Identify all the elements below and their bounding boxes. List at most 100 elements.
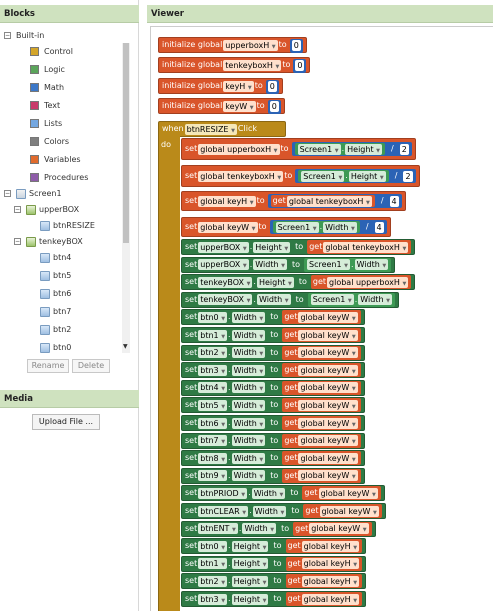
- variable-dropdown[interactable]: global tenkeyboxH ▼: [323, 241, 409, 253]
- property-dropdown[interactable]: Width ▼: [231, 435, 266, 447]
- component-dropdown[interactable]: btnENT ▼: [198, 523, 238, 535]
- variable-name-field[interactable]: keyH ▼: [223, 80, 254, 92]
- component-getter-block[interactable]: Screen1 ▼. Width ▼: [307, 292, 395, 307]
- component-dropdown[interactable]: btn3 ▼: [198, 593, 228, 605]
- collapse-toggle-icon[interactable]: −: [14, 238, 21, 245]
- set-component-property-block[interactable]: set tenkeyBOX ▼. Height ▼ to get global upper…: [181, 274, 416, 291]
- initialize-global-block[interactable]: initialize global upperboxH ▼ to 0: [158, 37, 307, 53]
- set-component-property-block[interactable]: set btn9 ▼. Width ▼ to get global keyW ▼: [181, 467, 365, 484]
- component-dropdown[interactable]: btn4 ▼: [198, 382, 228, 394]
- tree-item-math[interactable]: Math: [30, 81, 64, 95]
- get-variable-block[interactable]: get global keyW ▼: [282, 363, 361, 378]
- variable-dropdown[interactable]: global keyW ▼: [298, 329, 358, 341]
- property-dropdown[interactable]: Height ▼: [231, 558, 269, 570]
- tree-item-btn4[interactable]: btn4: [40, 251, 71, 265]
- get-variable-block[interactable]: get global keyW ▼: [293, 521, 372, 536]
- variable-name-field[interactable]: keyW ▼: [223, 100, 256, 112]
- variable-dropdown[interactable]: global keyH ▼: [301, 593, 360, 605]
- get-variable-block[interactable]: get global keyH ▼: [285, 539, 363, 554]
- property-dropdown[interactable]: Height ▼: [231, 575, 269, 587]
- set-global-block[interactable]: set global keyH ▼ to get global tenkeyboxH ▼…: [181, 191, 406, 211]
- component-dropdown[interactable]: btn5 ▼: [198, 399, 228, 411]
- property-dropdown[interactable]: Width ▼: [253, 259, 287, 271]
- component-getter-block[interactable]: Screen1 ▼. Height ▼: [298, 170, 389, 182]
- number-value[interactable]: 4: [374, 221, 384, 233]
- collapse-toggle-icon[interactable]: −: [14, 206, 21, 213]
- variable-dropdown[interactable]: global tenkeyboxH ▼: [286, 195, 372, 207]
- number-value[interactable]: 0: [267, 80, 277, 92]
- get-variable-block[interactable]: get global keyW ▼: [282, 468, 361, 483]
- get-variable-block[interactable]: get global keyH ▼: [285, 556, 363, 571]
- set-component-property-block[interactable]: set btnPRIOD ▼. Width ▼ to get global keyW ▼: [181, 485, 385, 502]
- math-divide-block[interactable]: Screen1 ▼. Height ▼ / 2: [295, 169, 416, 183]
- variable-dropdown[interactable]: global keyH ▼: [301, 558, 360, 570]
- variable-dropdown[interactable]: global keyH ▼: [301, 540, 360, 552]
- set-component-property-block[interactable]: set btn2 ▼. Height ▼ to get global keyH ▼: [181, 573, 367, 590]
- component-dropdown[interactable]: Screen1 ▼: [307, 259, 351, 271]
- property-dropdown[interactable]: Height ▼: [231, 540, 269, 552]
- get-variable-block[interactable]: get global keyW ▼: [282, 398, 361, 413]
- property-dropdown[interactable]: Height ▼: [256, 276, 294, 288]
- tree-item-btn7[interactable]: btn7: [40, 305, 71, 319]
- property-dropdown[interactable]: Width ▼: [323, 221, 357, 233]
- property-dropdown[interactable]: Width ▼: [251, 487, 286, 499]
- set-component-property-block[interactable]: set btn3 ▼. Width ▼ to get global keyW ▼: [181, 362, 365, 379]
- component-dropdown[interactable]: btn2 ▼: [198, 575, 228, 587]
- property-dropdown[interactable]: Width ▼: [231, 347, 266, 359]
- number-value[interactable]: 0: [295, 59, 305, 71]
- tree-item-logic[interactable]: Logic: [30, 63, 65, 77]
- variable-dropdown[interactable]: global keyH ▼: [198, 195, 256, 207]
- variable-dropdown[interactable]: global keyW ▼: [298, 382, 358, 394]
- component-dropdown[interactable]: btn6 ▼: [198, 417, 228, 429]
- component-dropdown[interactable]: btn9 ▼: [198, 470, 228, 482]
- property-dropdown[interactable]: Width ▼: [242, 523, 277, 535]
- component-dropdown[interactable]: btn1 ▼: [198, 558, 228, 570]
- variable-dropdown[interactable]: global keyW ▼: [298, 311, 358, 323]
- number-value[interactable]: 2: [399, 143, 409, 155]
- get-variable-block[interactable]: get global keyW ▼: [282, 328, 361, 342]
- component-dropdown[interactable]: tenkeyBOX ▼: [198, 276, 253, 288]
- set-global-block[interactable]: set global keyW ▼ to Screen1 ▼. Width ▼/4: [181, 217, 391, 237]
- set-component-property-block[interactable]: set btnENT ▼. Width ▼ to get global keyW ▼: [181, 520, 376, 537]
- property-dropdown[interactable]: Width ▼: [231, 452, 266, 464]
- variable-dropdown[interactable]: global keyW ▼: [309, 523, 369, 535]
- math-number-block[interactable]: 0: [267, 99, 281, 114]
- component-dropdown[interactable]: btn7 ▼: [198, 435, 228, 447]
- number-value[interactable]: 0: [269, 100, 279, 112]
- set-component-property-block[interactable]: set btn0 ▼. Width ▼ to get global keyW ▼: [181, 309, 365, 326]
- tree-item-upperbox[interactable]: − upperBOX: [14, 203, 79, 217]
- component-dropdown[interactable]: Screen1 ▼: [301, 170, 345, 182]
- math-number-block[interactable]: 0: [289, 38, 303, 53]
- math-divide-block[interactable]: Screen1 ▼. Width ▼ / 4: [269, 220, 387, 234]
- get-variable-block[interactable]: get global tenkeyboxH ▼: [307, 240, 412, 254]
- tree-item-screen1[interactable]: − Screen1: [4, 187, 62, 201]
- tree-item-lists[interactable]: Lists: [30, 117, 62, 131]
- scrollbar-thumb[interactable]: [123, 43, 129, 243]
- component-dropdown[interactable]: btn2 ▼: [198, 347, 228, 359]
- property-dropdown[interactable]: Width ▼: [252, 505, 287, 517]
- tree-item-procedures[interactable]: Procedures: [30, 171, 88, 185]
- delete-button[interactable]: Delete: [72, 359, 110, 373]
- set-component-property-block[interactable]: set btn0 ▼. Height ▼ to get global keyH ▼: [181, 538, 367, 555]
- component-dropdown[interactable]: Screen1 ▼: [275, 221, 319, 233]
- variable-dropdown[interactable]: global keyW ▼: [298, 364, 358, 376]
- set-component-property-block[interactable]: set upperBOX ▼. Height ▼ to get global tenkey…: [181, 239, 416, 255]
- initialize-global-block[interactable]: initialize global keyH ▼ to 0: [158, 78, 283, 94]
- property-dropdown[interactable]: Height ▼: [345, 143, 383, 155]
- property-dropdown[interactable]: Width ▼: [231, 311, 266, 323]
- number-value[interactable]: 2: [403, 170, 413, 182]
- component-dropdown[interactable]: Screen1 ▼: [310, 294, 354, 306]
- property-dropdown[interactable]: Width ▼: [231, 329, 266, 341]
- event-component-dropdown[interactable]: btnRESIZE ▼: [184, 123, 237, 135]
- variable-dropdown[interactable]: global keyW ▼: [318, 487, 378, 499]
- tree-item-control[interactable]: Control: [30, 45, 73, 59]
- set-component-property-block[interactable]: set upperBOX ▼. Width ▼ to Screen1 ▼. Width ▼: [181, 256, 396, 273]
- get-variable-block[interactable]: get global keyW ▼: [282, 345, 361, 360]
- tree-item-variables[interactable]: Variables: [30, 153, 81, 167]
- collapse-toggle-icon[interactable]: −: [4, 32, 11, 39]
- get-variable-block[interactable]: get global keyW ▼: [302, 486, 381, 501]
- tree-item-btn2[interactable]: btn2: [40, 323, 71, 337]
- component-dropdown[interactable]: btn3 ▼: [198, 364, 228, 376]
- property-dropdown[interactable]: Width ▼: [358, 294, 392, 306]
- scroll-down-arrow-icon[interactable]: ▼: [123, 343, 128, 350]
